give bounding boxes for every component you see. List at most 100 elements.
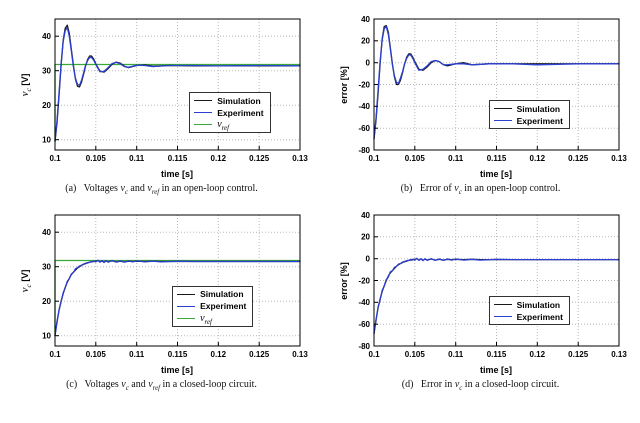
chart-open-loop-error: 0.1 0.105 0.11 0.115 0.12 0.125 0.13 -80 -60 -40 -… [334, 12, 628, 180]
legend-c: Simulation Experiment vref [172, 285, 254, 327]
svg-text:20: 20 [361, 233, 370, 242]
panel-d: 0.1 0.105 0.11 0.115 0.12 0.125 0.13 -80 -60 -40 -… [333, 208, 628, 392]
svg-text:0.105: 0.105 [85, 154, 106, 163]
svg-text:0.12: 0.12 [529, 350, 545, 359]
svg-text:20: 20 [42, 297, 51, 306]
svg-text:0.11: 0.11 [129, 350, 145, 359]
svg-text:-20: -20 [358, 276, 370, 285]
y-axis-label-b: error [%] [338, 65, 349, 104]
legend-line-sample [194, 100, 213, 102]
legend-entry: vref [194, 119, 263, 133]
svg-text:0.12: 0.12 [210, 350, 226, 359]
legend-d: Simulation Experiment [488, 296, 570, 326]
svg-text:-40: -40 [358, 298, 370, 307]
legend-label: Experiment [516, 311, 563, 322]
svg-text:0: 0 [365, 59, 370, 68]
legend-line-sample [493, 108, 512, 110]
legend-entry: Simulation [493, 299, 563, 310]
legend-entry: Simulation [194, 95, 263, 106]
legend-label: Experiment [516, 115, 563, 126]
svg-text:0.1: 0.1 [368, 154, 380, 163]
x-axis-label-d: time [s] [479, 365, 513, 375]
svg-text:-80: -80 [358, 342, 370, 351]
svg-text:0.115: 0.115 [167, 154, 187, 163]
x-axis-label-a: time [s] [160, 169, 194, 179]
legend-line-sample [194, 124, 213, 126]
svg-text:0: 0 [365, 255, 370, 264]
svg-text:0.13: 0.13 [292, 350, 308, 359]
legend-label: vref [217, 119, 230, 133]
legend-entry: Experiment [194, 107, 264, 118]
svg-text:0.13: 0.13 [611, 154, 627, 163]
svg-text:0.11: 0.11 [448, 350, 464, 359]
svg-text:-40: -40 [358, 102, 370, 111]
chart-closed-loop-error: 0.1 0.105 0.11 0.115 0.12 0.125 0.13 -80 -60 -40 -… [334, 208, 628, 376]
panel-a: 0.1 0.105 0.11 0.115 0.12 0.125 0.13 10 20 30 40 vc… [14, 12, 309, 196]
y-axis-label-a: vc [V] [18, 73, 33, 96]
svg-text:0.105: 0.105 [404, 154, 425, 163]
y-axis-label-c: vc [V] [18, 269, 33, 292]
caption-a: (a) Voltages vc and vref in an open-loop… [65, 183, 258, 196]
legend-line-sample [493, 316, 512, 318]
svg-text:0.12: 0.12 [529, 154, 545, 163]
x-axis-label-b: time [s] [479, 169, 513, 179]
legend-entry: vref [177, 312, 246, 326]
legend-entry: Simulation [177, 289, 246, 300]
x-axis-label-c: time [s] [160, 365, 194, 375]
legend-label: Simulation [217, 95, 261, 106]
svg-text:40: 40 [361, 15, 370, 24]
svg-text:0.115: 0.115 [486, 154, 506, 163]
svg-text:-20: -20 [358, 80, 370, 89]
svg-text:0.125: 0.125 [249, 350, 270, 359]
plot-canvas-a: 0.1 0.105 0.11 0.115 0.12 0.125 0.13 10 20 30 40 [42, 18, 308, 163]
svg-text:-60: -60 [358, 124, 370, 133]
chart-closed-loop-voltage: 0.1 0.105 0.11 0.115 0.12 0.125 0.13 10 20 30 40 vc… [15, 208, 309, 376]
svg-text:-60: -60 [358, 320, 370, 329]
svg-text:40: 40 [42, 32, 51, 41]
svg-text:0.105: 0.105 [404, 350, 425, 359]
svg-text:0.11: 0.11 [448, 154, 464, 163]
svg-text:0.13: 0.13 [611, 350, 627, 359]
svg-text:10: 10 [42, 332, 51, 341]
legend-entry: Simulation [493, 103, 563, 114]
legend-line-sample [177, 317, 196, 319]
legend-label: Experiment [217, 107, 264, 118]
chart-open-loop-voltage: 0.1 0.105 0.11 0.115 0.12 0.125 0.13 10 20 30 40 vc… [15, 12, 309, 180]
legend-entry: Experiment [177, 301, 246, 312]
svg-text:0.105: 0.105 [85, 350, 106, 359]
svg-text:0.125: 0.125 [568, 154, 589, 163]
svg-text:0.11: 0.11 [129, 154, 145, 163]
svg-text:20: 20 [42, 101, 51, 110]
legend-label: Simulation [516, 299, 561, 310]
legend-entry: Experiment [493, 311, 563, 322]
legend-label: Experiment [200, 301, 247, 312]
legend-label: vref [200, 312, 212, 326]
y-axis-label-d: error [%] [338, 261, 349, 300]
svg-text:40: 40 [42, 228, 51, 237]
svg-text:-80: -80 [358, 146, 370, 155]
panel-b: 0.1 0.105 0.11 0.115 0.12 0.125 0.13 -80 -60 -40 -… [333, 12, 628, 196]
svg-text:0.1: 0.1 [49, 350, 61, 359]
legend-a: Simulation Experiment vref [189, 92, 271, 134]
svg-text:10: 10 [42, 136, 51, 145]
svg-text:30: 30 [42, 263, 51, 272]
caption-d: (d) Error in vc in a closed-loop circuit… [401, 379, 560, 392]
svg-text:0.115: 0.115 [486, 350, 506, 359]
legend-b: Simulation Experiment [488, 100, 570, 130]
panel-c: 0.1 0.105 0.11 0.115 0.12 0.125 0.13 10 20 30 40 vc… [14, 208, 309, 392]
legend-label: Simulation [516, 103, 561, 114]
legend-line-sample [194, 112, 213, 114]
svg-text:0.12: 0.12 [210, 154, 226, 163]
caption-b: (b) Error of vc in an open-loop control. [400, 183, 561, 196]
legend-line-sample [493, 304, 512, 306]
legend-entry: Experiment [493, 115, 563, 126]
svg-text:0.1: 0.1 [368, 350, 380, 359]
svg-text:40: 40 [361, 211, 370, 220]
svg-text:0.125: 0.125 [249, 154, 270, 163]
plot-canvas-b: 0.1 0.105 0.11 0.115 0.12 0.125 0.13 -80 -60 -40 -… [358, 15, 627, 163]
legend-line-sample [177, 305, 196, 307]
svg-text:0.115: 0.115 [167, 350, 187, 359]
legend-line-sample [177, 293, 196, 295]
svg-text:0.125: 0.125 [568, 350, 589, 359]
plot-canvas-d: 0.1 0.105 0.11 0.115 0.12 0.125 0.13 -80 -60 -40 -… [358, 211, 627, 359]
